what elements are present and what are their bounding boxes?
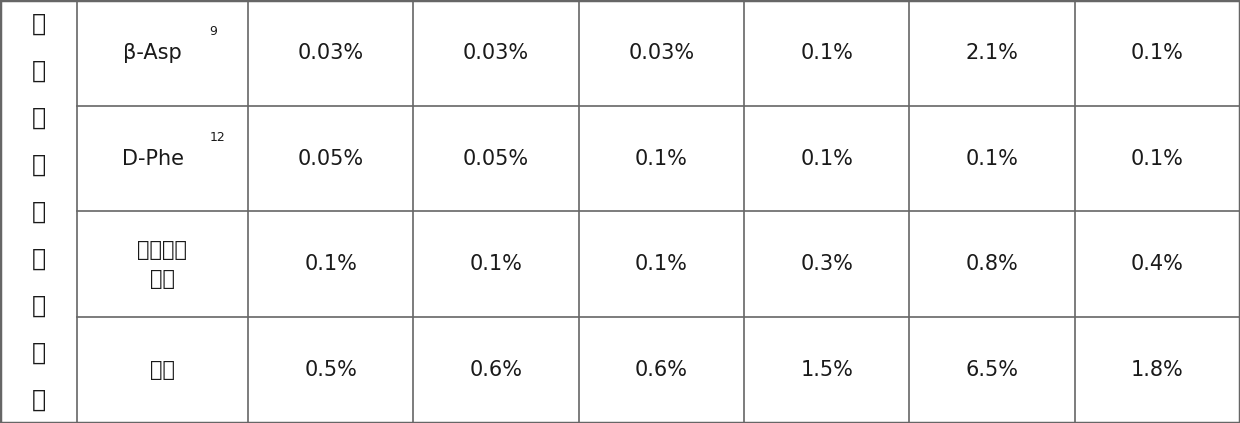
Text: 0.1%: 0.1% bbox=[304, 254, 357, 275]
Text: 有: 有 bbox=[31, 247, 46, 270]
Text: β-Asp: β-Asp bbox=[123, 43, 182, 63]
Text: 伐: 伐 bbox=[31, 105, 46, 129]
Text: 单杂: 单杂 bbox=[150, 269, 175, 289]
Text: 0.1%: 0.1% bbox=[635, 254, 688, 275]
Text: 12: 12 bbox=[210, 131, 226, 144]
Text: 0.4%: 0.4% bbox=[1131, 254, 1184, 275]
Text: 0.03%: 0.03% bbox=[629, 43, 694, 63]
Text: 0.1%: 0.1% bbox=[635, 148, 688, 169]
Text: 9: 9 bbox=[210, 25, 217, 38]
Text: 用: 用 bbox=[31, 11, 46, 36]
Text: 0.1%: 0.1% bbox=[470, 254, 522, 275]
Text: 0.1%: 0.1% bbox=[966, 148, 1018, 169]
Text: 芦: 芦 bbox=[31, 153, 46, 176]
Text: 0.05%: 0.05% bbox=[463, 148, 529, 169]
Text: 0.6%: 0.6% bbox=[470, 360, 522, 380]
Text: 物: 物 bbox=[31, 341, 46, 365]
Text: D-Phe: D-Phe bbox=[122, 148, 184, 169]
Text: 最大未知: 最大未知 bbox=[138, 239, 187, 260]
Text: 0.1%: 0.1% bbox=[800, 148, 853, 169]
Text: 0.5%: 0.5% bbox=[304, 360, 357, 380]
Text: 0.1%: 0.1% bbox=[1131, 43, 1184, 63]
Text: 定: 定 bbox=[31, 200, 46, 223]
Text: 0.03%: 0.03% bbox=[298, 43, 363, 63]
Text: 0.03%: 0.03% bbox=[463, 43, 529, 63]
Text: 0.6%: 0.6% bbox=[635, 360, 688, 380]
Text: 1.8%: 1.8% bbox=[1131, 360, 1184, 380]
Text: 0.8%: 0.8% bbox=[966, 254, 1018, 275]
Text: 6.5%: 6.5% bbox=[966, 360, 1018, 380]
Text: 质: 质 bbox=[31, 387, 46, 412]
Text: 比: 比 bbox=[31, 58, 46, 82]
Text: 2.1%: 2.1% bbox=[966, 43, 1018, 63]
Text: 0.3%: 0.3% bbox=[800, 254, 853, 275]
Text: 关: 关 bbox=[31, 294, 46, 318]
Text: 0.05%: 0.05% bbox=[298, 148, 363, 169]
Text: 0.1%: 0.1% bbox=[1131, 148, 1184, 169]
Text: 1.5%: 1.5% bbox=[800, 360, 853, 380]
Text: 0.1%: 0.1% bbox=[800, 43, 853, 63]
Text: 总杂: 总杂 bbox=[150, 360, 175, 380]
